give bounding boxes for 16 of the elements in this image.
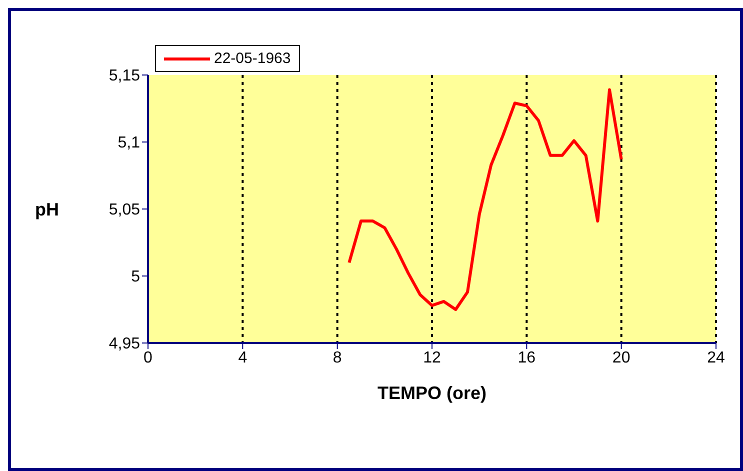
x-tick-label: 24 [707,349,725,366]
x-tick-label: 12 [423,349,441,366]
y-tick-label: 5,15 [108,68,140,85]
y-tick-label: 5,1 [118,134,140,152]
x-tick-label: 0 [144,349,153,366]
y-tick-label: 5,05 [108,202,140,219]
x-tick-label: 8 [332,349,342,366]
x-tick-label: 20 [612,349,630,366]
y-tick-label: 4,95 [108,336,140,353]
line-series [348,88,623,311]
x-axis-title: TEMPO (ore) [377,383,487,403]
legend-label: 22-05-1963 [214,50,291,67]
x-tick-label: 16 [518,349,536,366]
x-tick-label: 4 [238,349,248,366]
y-tick-label: 5 [131,268,140,286]
y-axis-title: pH [35,199,59,220]
